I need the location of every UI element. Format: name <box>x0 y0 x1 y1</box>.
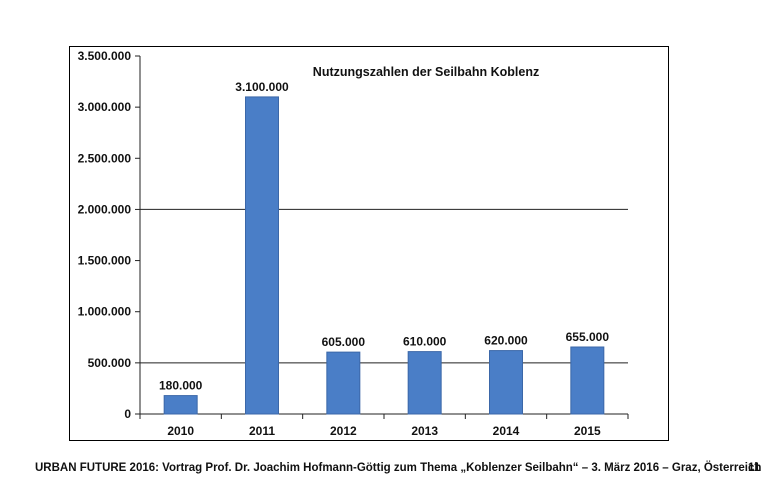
data-label: 180.000 <box>159 379 203 393</box>
data-label: 605.000 <box>322 335 366 349</box>
bar <box>489 350 523 415</box>
y-tick-label: 1.500.000 <box>78 254 132 268</box>
x-tick-label: 2012 <box>330 424 357 438</box>
page-number: 11 <box>748 462 761 474</box>
y-tick-label: 1.000.000 <box>78 305 132 319</box>
x-tick-label: 2014 <box>493 424 520 438</box>
x-tick-label: 2015 <box>574 424 601 438</box>
bar <box>326 351 361 415</box>
footer-text: URBAN FUTURE 2016: Vortrag Prof. Dr. Joa… <box>35 462 762 474</box>
data-label: 655.000 <box>566 330 610 344</box>
x-tick-label: 2013 <box>411 424 438 438</box>
data-label: 610.000 <box>403 335 447 349</box>
chart-frame <box>69 46 669 441</box>
y-tick-label: 3.000.000 <box>78 100 132 114</box>
bar <box>407 351 442 415</box>
y-tick-label: 2.000.000 <box>78 202 132 216</box>
y-tick-label: 3.500.000 <box>78 49 132 63</box>
bar-chart: 0 500.000 1.000.000 1.500.000 2.000.000 2.500… <box>78 49 629 438</box>
y-tick-label: 500.000 <box>88 356 132 370</box>
bar <box>570 346 605 415</box>
chart-title: Nutzungszahlen der Seilbahn Koblenz <box>313 65 539 79</box>
data-label: 3.100.000 <box>235 80 289 94</box>
x-tick-label: 2010 <box>167 424 194 438</box>
y-tick-label: 0 <box>124 407 131 421</box>
bar <box>245 96 279 415</box>
y-tick-label: 2.500.000 <box>78 151 132 165</box>
data-label: 620.000 <box>484 334 528 348</box>
bar <box>163 395 198 415</box>
x-tick-label: 2011 <box>249 424 275 438</box>
